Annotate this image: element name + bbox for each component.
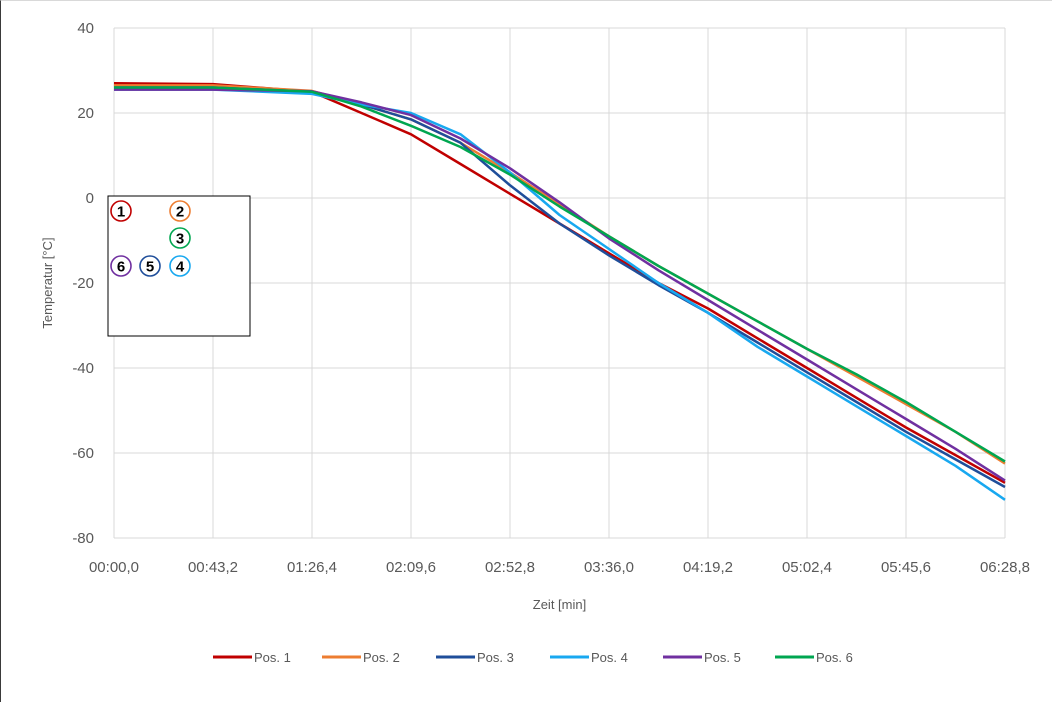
y-tick-label: 0 (86, 190, 94, 207)
x-tick-label: 05:45,6 (881, 559, 931, 576)
legend-label: Pos. 6 (816, 650, 853, 665)
grid-lines (113, 27, 1006, 539)
x-tick-label: 00:43,2 (188, 559, 238, 576)
series-lines (113, 82, 1006, 501)
position-marker-label: 3 (176, 231, 184, 248)
position-marker-1 (110, 200, 132, 222)
y-tick-label: 20 (77, 105, 94, 122)
series-line-pos-1 (113, 82, 1006, 484)
series-line-pos-5 (114, 88, 1006, 482)
legend-label: Pos. 4 (591, 650, 628, 665)
x-tick-label: 02:09,6 (386, 559, 436, 576)
legend-label: Pos. 2 (363, 650, 400, 665)
position-marker-label: 4 (176, 259, 185, 276)
y-tick-labels: 40 20 0 -20 -40 -60 -80 (72, 20, 94, 547)
legend: Pos. 1 Pos. 2 Pos. 3 Pos. 4 Pos. 5 Pos. 6 (213, 650, 853, 665)
position-marker-6 (110, 255, 132, 277)
y-tick-label: -40 (72, 360, 94, 377)
x-tick-label: 04:19,2 (683, 559, 733, 576)
position-marker-3 (169, 227, 191, 249)
series-line-pos-6 (114, 86, 1006, 463)
x-tick-label: 00:00,0 (89, 559, 139, 576)
y-tick-label: -20 (72, 275, 94, 292)
position-marker-2 (169, 200, 191, 222)
position-marker-5 (139, 255, 161, 277)
x-tick-label: 06:28,8 (980, 559, 1030, 576)
y-tick-label: -80 (72, 530, 94, 547)
position-marker-4 (169, 255, 191, 277)
position-marker-label: 2 (176, 204, 184, 221)
x-tick-label: 05:02,4 (782, 559, 832, 576)
position-marker-label: 5 (146, 259, 154, 276)
legend-label: Pos. 1 (254, 650, 291, 665)
position-inset: 1 2 3 6 5 4 (107, 195, 251, 337)
position-marker-label: 6 (117, 259, 125, 276)
x-tick-label: 03:36,0 (584, 559, 634, 576)
y-tick-label: -60 (72, 445, 94, 462)
legend-label: Pos. 5 (704, 650, 741, 665)
y-axis-label: Temperatur [°C] (40, 237, 55, 328)
x-axis-label: Zeit [min] (533, 597, 586, 612)
position-marker-label: 1 (117, 204, 125, 221)
x-tick-label: 02:52,8 (485, 559, 535, 576)
x-tick-labels: 00:00,0 00:43,2 01:26,4 02:09,6 02:52,8 03:36… (89, 559, 1030, 576)
y-tick-label: 40 (77, 20, 94, 37)
legend-label: Pos. 3 (477, 650, 514, 665)
x-tick-label: 01:26,4 (287, 559, 337, 576)
